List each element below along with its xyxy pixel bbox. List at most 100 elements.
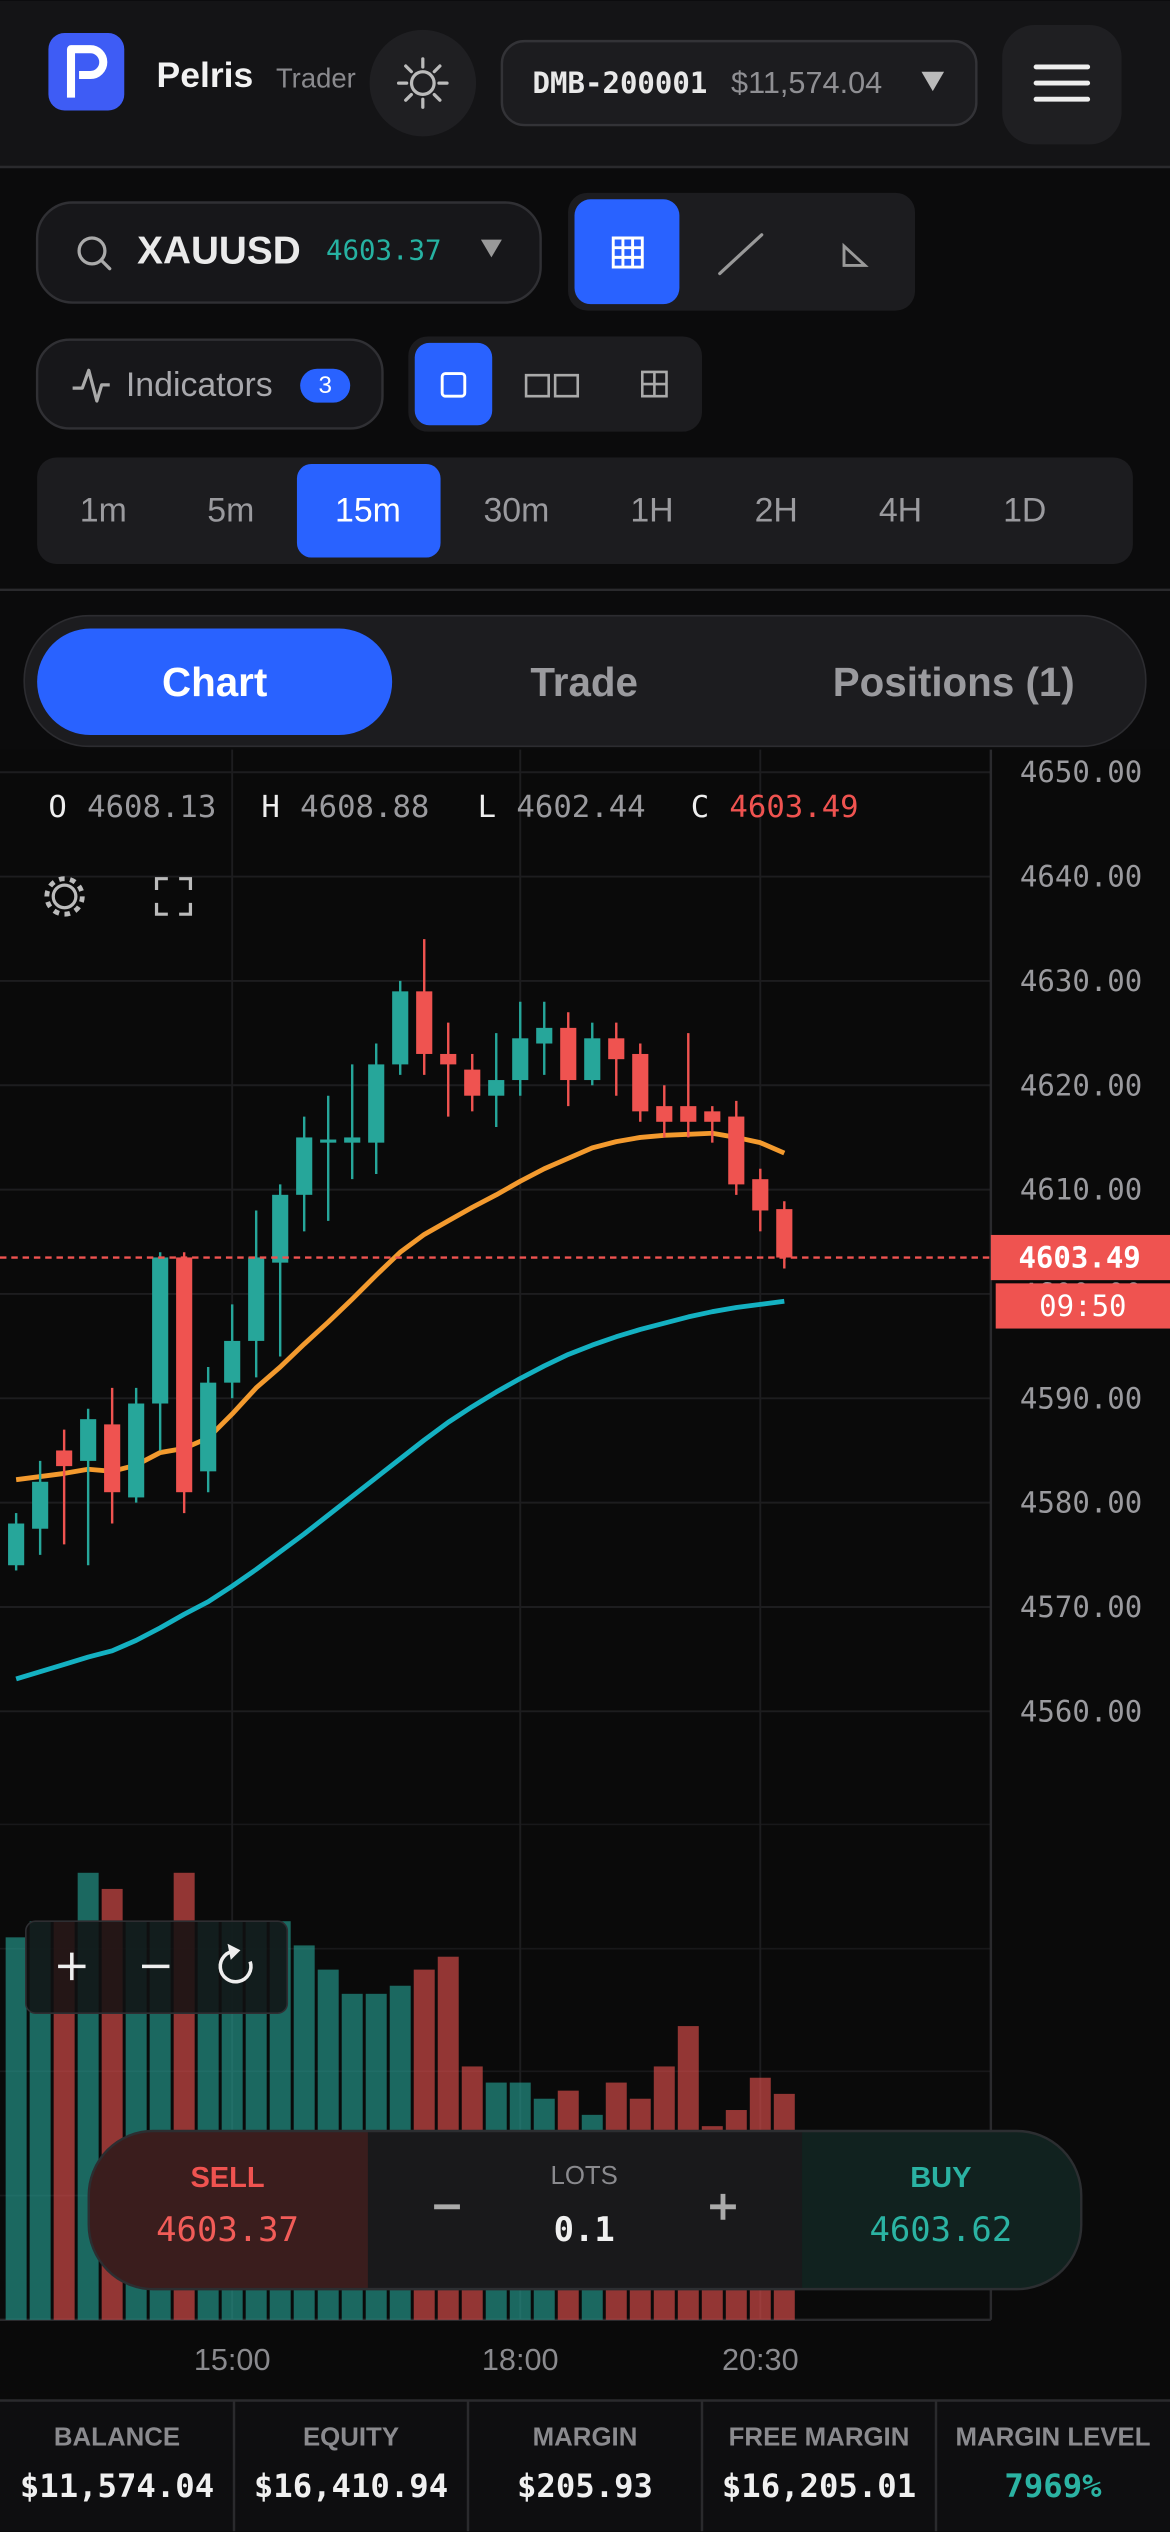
ohlc-key: O xyxy=(48,790,66,825)
tool-active-bg xyxy=(574,199,680,305)
indicators-count: 3 xyxy=(318,372,331,399)
stat-value: $16,410.94 xyxy=(254,2467,448,2505)
trade-panel: SELL 4603.37 LOTS 0.1 BUY 4603.62 xyxy=(87,2129,1083,2291)
y-tick-label: 4650.00 xyxy=(1020,755,1142,789)
triangle-tool[interactable] xyxy=(842,242,869,267)
ohlc-key: L xyxy=(478,790,496,825)
candle-body xyxy=(104,1424,121,1493)
y-tick-label: 4630.00 xyxy=(1020,964,1142,998)
account-id: DMB-200001 xyxy=(533,66,708,100)
fullscreen-button[interactable] xyxy=(154,877,193,916)
indicator-icon xyxy=(72,368,110,403)
zoom-reset xyxy=(227,1943,241,1960)
timeframe[interactable]: 1D xyxy=(1003,492,1046,530)
theme-toggle[interactable] xyxy=(369,29,477,137)
countdown-badge xyxy=(995,1283,1170,1329)
tab[interactable]: Chart xyxy=(162,659,267,705)
zoom-in[interactable] xyxy=(58,1952,86,1981)
tab[interactable]: Positions (1) xyxy=(833,659,1075,705)
indicators-button[interactable]: Indicators 3 xyxy=(35,338,384,430)
candle-body xyxy=(8,1523,25,1566)
sell-bg[interactable] xyxy=(88,2130,368,2290)
candle-body xyxy=(536,1027,553,1044)
menu-icon xyxy=(1033,64,1091,102)
lots-label: LOTS xyxy=(550,2162,617,2190)
lots-value[interactable]: 0.1 xyxy=(554,2210,615,2249)
candle-body xyxy=(608,1038,625,1060)
line-tool[interactable] xyxy=(718,233,764,276)
lots-increase[interactable] xyxy=(710,2193,736,2220)
candle-body xyxy=(344,1137,361,1143)
layout-quad[interactable] xyxy=(640,370,668,398)
y-tick-label: 4560.00 xyxy=(1020,1694,1142,1728)
y-tick-label: 4620.00 xyxy=(1020,1068,1142,1102)
stat-label: MARGIN LEVEL xyxy=(955,2424,1150,2452)
brand-sub: Trader xyxy=(276,63,356,94)
sun-rays xyxy=(396,57,449,109)
ohlc-value: 4608.88 xyxy=(300,790,429,825)
candle-body xyxy=(272,1194,289,1263)
dropdown-arrow xyxy=(921,71,945,92)
logo[interactable] xyxy=(48,33,125,111)
y-tick-label: 4640.00 xyxy=(1020,860,1142,894)
timeframe[interactable]: 15m xyxy=(335,492,401,530)
y-tick-label: 4610.00 xyxy=(1020,1173,1142,1207)
x-tick-label: 20:30 xyxy=(722,2343,799,2377)
timeframe[interactable]: 2H xyxy=(755,492,798,530)
layout-icon xyxy=(440,372,467,398)
ohlc-value: 4603.49 xyxy=(729,790,858,825)
candle-tool[interactable] xyxy=(574,199,680,305)
buy-bg[interactable] xyxy=(802,2130,1082,2290)
layout-double[interactable] xyxy=(524,373,580,398)
candle-body xyxy=(704,1111,721,1122)
y-tick-label: 4570.00 xyxy=(1020,1590,1142,1624)
timeframe[interactable]: 5m xyxy=(207,492,254,530)
account-footer xyxy=(0,2400,1170,2532)
zoom-reset[interactable] xyxy=(218,1949,253,1984)
sun-icon xyxy=(409,70,436,96)
candle-body xyxy=(392,991,409,1065)
chart-settings[interactable] xyxy=(44,876,85,917)
candle-body xyxy=(488,1080,505,1096)
layout-single[interactable] xyxy=(414,342,493,426)
candle-body xyxy=(632,1053,649,1112)
buy-price: 4603.62 xyxy=(869,2210,1012,2249)
moving-average-line xyxy=(15,1298,785,1682)
candle-body xyxy=(128,1403,145,1498)
candle-body xyxy=(200,1382,217,1472)
stat-label: EQUITY xyxy=(303,2424,399,2452)
candle-body xyxy=(416,991,433,1054)
ohlc-value: 4608.13 xyxy=(87,790,216,825)
stat-value: 7969% xyxy=(1004,2467,1102,2505)
search-icon xyxy=(100,258,112,271)
lots-bg xyxy=(367,2130,803,2290)
symbol-selector[interactable]: XAUUSD 4603.37 xyxy=(35,201,542,304)
logo-glyph xyxy=(66,45,108,98)
account-selector[interactable]: DMB-200001 $11,574.04 xyxy=(500,39,978,127)
tab[interactable]: Trade xyxy=(530,659,638,705)
candle-body xyxy=(680,1106,697,1122)
dropdown-arrow xyxy=(480,239,502,258)
timeframe[interactable]: 4H xyxy=(879,492,922,530)
candle-body xyxy=(296,1137,313,1195)
last-price-label: 4603.49 xyxy=(1018,1241,1140,1275)
candle-body xyxy=(560,1027,577,1081)
timeframe[interactable]: 30m xyxy=(483,492,549,530)
candle-body xyxy=(728,1116,745,1185)
stat-value: $205.93 xyxy=(517,2467,653,2505)
candle-body xyxy=(176,1257,193,1493)
gear-icon xyxy=(51,883,78,910)
volume-bar xyxy=(29,1921,51,2320)
gear-icon xyxy=(44,876,85,917)
symbol-price: 4603.37 xyxy=(326,235,442,266)
stat-label: BALANCE xyxy=(54,2424,180,2452)
timeframe[interactable]: 1m xyxy=(80,492,127,530)
x-tick-label: 15:00 xyxy=(194,2343,271,2377)
volume-bar xyxy=(5,1937,27,2320)
timeframe[interactable]: 1H xyxy=(630,492,673,530)
candle-body xyxy=(80,1419,97,1461)
symbol: XAUUSD xyxy=(137,229,301,272)
menu-button[interactable] xyxy=(1002,24,1122,145)
last-price-badge xyxy=(990,1234,1170,1281)
